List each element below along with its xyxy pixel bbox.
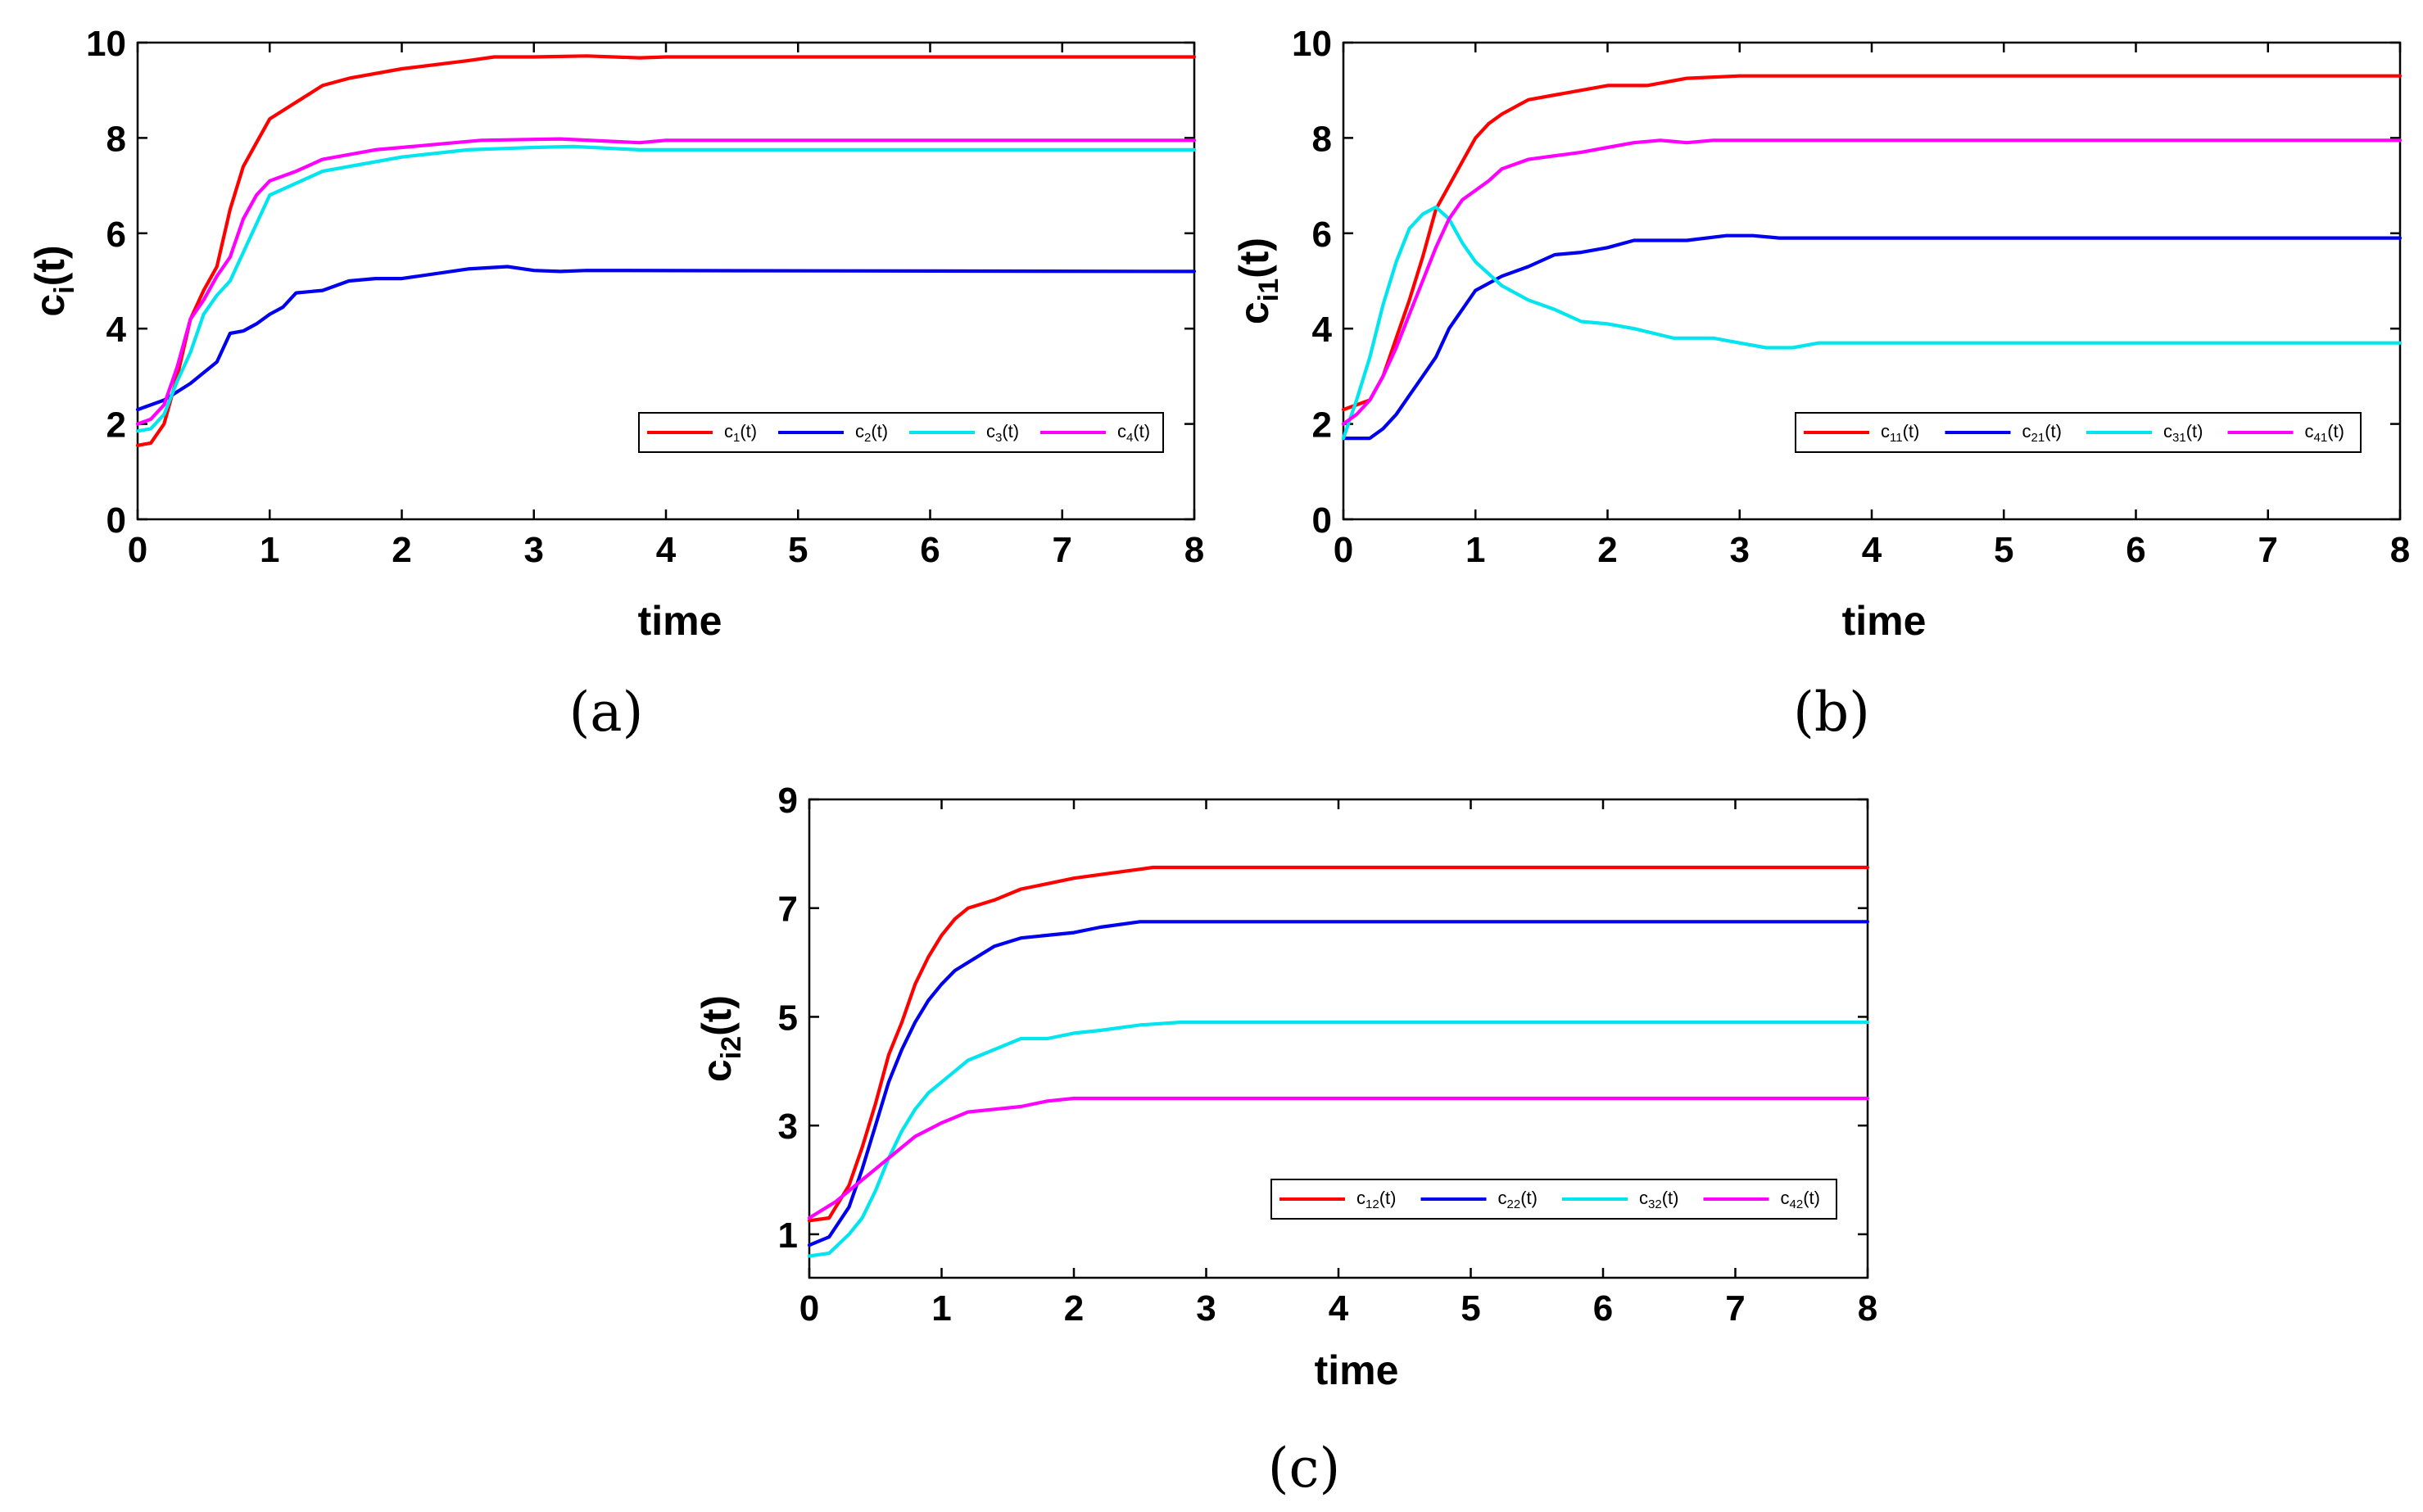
y-tick-label: 6	[106, 215, 126, 255]
y-tick-label: 8	[106, 119, 126, 159]
series-line-c12t	[807, 865, 1870, 1223]
legend-entry-label: c2(t)	[855, 421, 888, 445]
x-tick-label: 7	[2258, 530, 2278, 570]
x-tick-label: 5	[788, 530, 808, 570]
legend-entry-label: c21(t)	[2022, 421, 2062, 445]
series-line-c22t	[807, 920, 1870, 1247]
y-tick-label: 3	[778, 1107, 798, 1147]
y-axis-label: ci(t)	[27, 245, 80, 316]
x-tick-label: 7	[1725, 1288, 1745, 1329]
legend: c11(t) c21(t) c31(t) c41(t)	[1795, 412, 2362, 453]
x-tick-label: 4	[1329, 1288, 1349, 1329]
y-tick-label: 4	[1312, 310, 1333, 350]
x-tick-label: 0	[799, 1288, 819, 1329]
x-tick-label: 2	[392, 530, 411, 570]
y-tick-label: 6	[1312, 215, 1332, 255]
x-tick-label: 4	[1862, 530, 1882, 570]
legend: c1(t) c2(t) c3(t) c4(t)	[638, 412, 1164, 453]
y-axis-label: ci1(t)	[1231, 238, 1284, 324]
y-tick-label: 9	[778, 781, 798, 821]
legend-entry-label: c42(t)	[1781, 1188, 1820, 1211]
x-tick-label: 5	[1994, 530, 2013, 570]
x-tick-label: 8	[1858, 1288, 1877, 1329]
legend-entry-label: c41(t)	[2305, 421, 2344, 445]
x-axis-label: time	[1842, 598, 1927, 644]
chart-panel-2: 0 1 2 3 4 5 6 7 8 0 2 4 6 8 10 c11(t) c21(t) c31(t) c41(t)…	[1231, 24, 2410, 744]
x-tick-label: 0	[128, 530, 147, 570]
y-tick-label: 0	[106, 500, 126, 541]
x-tick-label: 6	[2126, 530, 2145, 570]
legend-entry-label: c12(t)	[1356, 1188, 1396, 1211]
panel-label: (c)	[1268, 1437, 1340, 1500]
legend-entry-label: c31(t)	[2163, 421, 2203, 445]
x-tick-label: 5	[1461, 1288, 1480, 1329]
series-line-c31t	[1341, 205, 2403, 441]
legend-entry-label: c4(t)	[1117, 421, 1150, 445]
y-axis-label: ci2(t)	[694, 995, 747, 1082]
x-tick-label: 1	[1465, 530, 1485, 570]
x-tick-label: 6	[920, 530, 940, 570]
x-axis-label: time	[638, 598, 722, 644]
x-tick-label: 3	[524, 530, 544, 570]
x-tick-label: 6	[1593, 1288, 1613, 1329]
series-line-c1t	[135, 54, 1197, 447]
series-line-c21t	[1341, 233, 2403, 441]
series-line-c2t	[135, 265, 1197, 412]
y-tick-label: 2	[1312, 405, 1332, 446]
y-tick-label: 7	[778, 890, 798, 930]
y-tick-label: 0	[1312, 500, 1332, 541]
legend-entry-label: c11(t)	[1881, 421, 1919, 445]
panel-label: (a)	[569, 681, 644, 744]
y-axis-label-group: ci(t)	[27, 245, 80, 316]
panel-label: (b)	[1793, 681, 1870, 744]
x-tick-label: 1	[931, 1288, 951, 1329]
legend-entry-label: c3(t)	[986, 421, 1019, 445]
x-tick-label: 2	[1064, 1288, 1084, 1329]
x-tick-label: 3	[1196, 1288, 1216, 1329]
legend: c12(t) c22(t) c32(t) c42(t)	[1270, 1179, 1837, 1220]
y-tick-label: 10	[1292, 24, 1332, 64]
legend-entry-label: c22(t)	[1498, 1188, 1538, 1211]
y-tick-label: 8	[1312, 119, 1332, 159]
series-line-c42t	[807, 1096, 1870, 1220]
y-axis-label-group: ci2(t)	[694, 995, 747, 1082]
y-tick-label: 10	[86, 24, 126, 64]
x-tick-label: 2	[1597, 530, 1617, 570]
series-line-c41t	[1341, 138, 2403, 426]
y-tick-label: 2	[106, 405, 126, 446]
legend-entry-label: c1(t)	[724, 421, 757, 445]
series-line-c4t	[135, 137, 1197, 426]
x-tick-label: 1	[260, 530, 279, 570]
x-tick-label: 4	[656, 530, 677, 570]
x-tick-label: 0	[1334, 530, 1353, 570]
x-axis-label: time	[1315, 1347, 1399, 1393]
y-tick-label: 1	[778, 1215, 798, 1256]
x-tick-label: 7	[1053, 530, 1072, 570]
y-tick-label: 5	[778, 998, 798, 1038]
legend-entry-label: c32(t)	[1639, 1188, 1678, 1211]
x-tick-label: 8	[1184, 530, 1204, 570]
series-line-c32t	[807, 1021, 1870, 1258]
series-line-c3t	[135, 144, 1197, 433]
chart-panel-1: 0 1 2 3 4 5 6 7 8 0 2 4 6 8 10 c1(t) c2(t) c3(t) c4(t) time…	[27, 24, 1204, 744]
y-axis-label-group: ci1(t)	[1231, 238, 1284, 324]
x-tick-label: 8	[2390, 530, 2410, 570]
series-line-c11t	[1341, 74, 2403, 412]
x-tick-label: 3	[1730, 530, 1750, 570]
y-tick-label: 4	[106, 310, 127, 350]
